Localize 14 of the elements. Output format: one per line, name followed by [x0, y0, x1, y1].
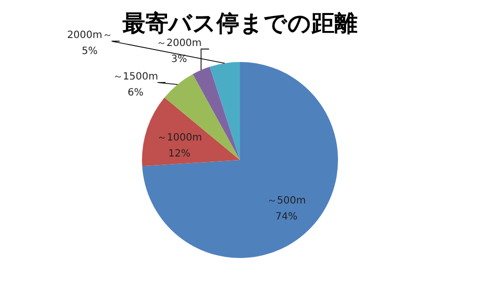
slice-label: 2000m～ [67, 30, 112, 42]
pie-slice [164, 74, 240, 160]
slice-label: ～500m [267, 196, 306, 207]
pie-slice [142, 98, 240, 166]
data-label: 6% [128, 87, 144, 98]
slice-label: ～1500m [112, 71, 158, 82]
slice-label: ～2000m [156, 38, 202, 50]
chart-title: 最寄バス停までの距離 [122, 11, 358, 37]
data-label: 5% [82, 46, 98, 58]
data-label: 3% [171, 54, 188, 66]
slice-label: ～1000m [156, 132, 202, 144]
pie-slice [210, 62, 240, 160]
data-label: 12% [168, 148, 191, 160]
data-label: 74% [275, 212, 298, 223]
